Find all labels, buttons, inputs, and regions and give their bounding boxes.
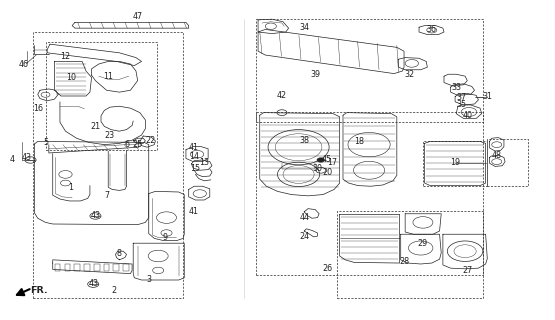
Text: 44: 44	[299, 213, 309, 222]
Bar	[123, 264, 129, 271]
Text: 7: 7	[104, 191, 109, 200]
Text: 24: 24	[299, 232, 309, 241]
Text: 33: 33	[451, 83, 461, 92]
Text: 27: 27	[462, 266, 472, 275]
Text: 25: 25	[133, 140, 143, 149]
Text: 48: 48	[492, 151, 502, 160]
Text: 30: 30	[312, 164, 322, 173]
Text: 23: 23	[105, 131, 115, 140]
Text: 3: 3	[146, 275, 152, 284]
Text: 11: 11	[103, 72, 113, 81]
Text: FR.: FR.	[31, 286, 48, 295]
Bar	[113, 264, 119, 271]
Text: 4: 4	[9, 156, 15, 164]
Text: 46: 46	[18, 60, 28, 69]
Circle shape	[317, 158, 325, 162]
Text: 21: 21	[90, 122, 100, 131]
Text: 6: 6	[124, 140, 129, 149]
Text: 15: 15	[190, 164, 200, 173]
Text: 18: 18	[355, 137, 365, 146]
Text: 12: 12	[60, 52, 70, 61]
Text: 45: 45	[321, 155, 331, 164]
Bar	[84, 264, 90, 271]
Text: 35: 35	[457, 100, 467, 109]
Text: 38: 38	[299, 136, 309, 145]
Text: 20: 20	[322, 168, 332, 177]
Text: 34: 34	[299, 23, 309, 32]
Text: 37: 37	[457, 93, 467, 102]
Text: 9: 9	[163, 233, 168, 242]
Text: 1: 1	[68, 183, 74, 192]
Text: 14: 14	[189, 152, 199, 161]
Text: 17: 17	[327, 158, 337, 167]
Bar	[55, 264, 60, 271]
Text: 26: 26	[322, 264, 332, 273]
Text: 43: 43	[90, 211, 100, 220]
Text: 13: 13	[199, 158, 209, 167]
Text: 22: 22	[146, 136, 156, 145]
Text: 39: 39	[310, 70, 320, 79]
Text: 41: 41	[188, 207, 198, 216]
Text: 32: 32	[405, 70, 415, 79]
Text: 5: 5	[43, 138, 48, 147]
Bar	[74, 264, 80, 271]
Text: 28: 28	[399, 257, 409, 266]
Text: 41: 41	[188, 143, 198, 152]
Text: 42: 42	[277, 92, 287, 100]
Text: 36: 36	[427, 25, 437, 34]
Text: 2: 2	[111, 286, 117, 295]
Text: 31: 31	[482, 92, 492, 101]
Text: 43: 43	[88, 279, 98, 288]
Text: 19: 19	[450, 158, 460, 167]
Bar	[94, 264, 99, 271]
Bar	[104, 264, 109, 271]
Bar	[65, 264, 70, 271]
Text: 8: 8	[117, 249, 122, 258]
Text: 47: 47	[133, 12, 143, 21]
Text: 40: 40	[462, 111, 472, 120]
Text: 16: 16	[33, 104, 43, 113]
Text: 29: 29	[418, 239, 428, 248]
Text: 10: 10	[66, 73, 76, 82]
Text: 43: 43	[22, 153, 32, 162]
